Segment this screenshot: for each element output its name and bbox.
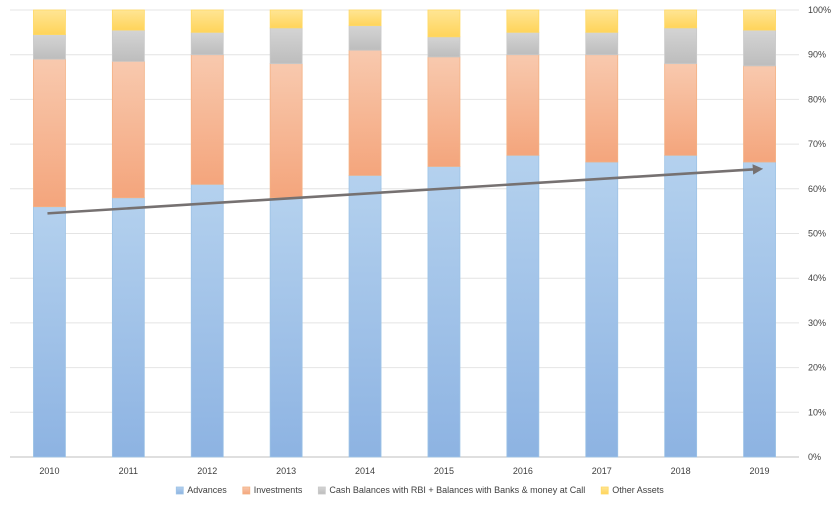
trend-arrow-line bbox=[47, 164, 764, 215]
y-tick-label: 50% bbox=[808, 229, 826, 239]
x-tick-label: 2018 bbox=[671, 466, 691, 476]
bar-cash-balances-with-rbi-balances-with-banks-money-at-call-2012 bbox=[190, 31, 224, 56]
bar-other-assets-2014 bbox=[348, 9, 382, 27]
bar-advances-2013 bbox=[269, 197, 303, 458]
legend-swatch bbox=[600, 486, 609, 495]
bar-investments-2013 bbox=[269, 63, 303, 199]
x-tick-label: 2010 bbox=[39, 466, 59, 476]
bar-other-assets-2018 bbox=[664, 9, 698, 29]
bar-other-assets-2011 bbox=[111, 9, 145, 31]
bar-other-assets-2013 bbox=[269, 9, 303, 29]
bar-cash-balances-with-rbi-balances-with-banks-money-at-call-2016 bbox=[506, 31, 540, 56]
x-tick-label: 2019 bbox=[750, 466, 770, 476]
bar-other-assets-2015 bbox=[427, 9, 461, 38]
y-tick-label: 60% bbox=[808, 184, 826, 194]
bar-investments-2012 bbox=[190, 54, 224, 185]
bar-advances-2016 bbox=[506, 154, 540, 458]
legend-item-other-assets: Other Assets bbox=[600, 485, 664, 495]
legend-swatch bbox=[175, 486, 184, 495]
y-tick-label: 80% bbox=[808, 94, 826, 104]
bar-cash-balances-with-rbi-balances-with-banks-money-at-call-2015 bbox=[427, 36, 461, 58]
legend-label: Other Assets bbox=[612, 485, 664, 495]
bar-cash-balances-with-rbi-balances-with-banks-money-at-call-2017 bbox=[585, 31, 619, 56]
y-tick-label: 20% bbox=[808, 363, 826, 373]
bar-advances-2011 bbox=[111, 197, 145, 458]
x-tick-label: 2016 bbox=[513, 466, 533, 476]
trend-arrow bbox=[47, 164, 764, 215]
y-tick-label: 0% bbox=[808, 452, 821, 462]
y-tick-label: 90% bbox=[808, 50, 826, 60]
bar-cash-balances-with-rbi-balances-with-banks-money-at-call-2019 bbox=[743, 29, 776, 67]
legend-item-advances: Advances bbox=[175, 485, 227, 495]
bar-investments-2015 bbox=[427, 56, 461, 167]
bar-investments-2019 bbox=[743, 65, 776, 163]
bar-cash-balances-with-rbi-balances-with-banks-money-at-call-2014 bbox=[348, 25, 382, 51]
x-tick-label: 2011 bbox=[119, 466, 138, 476]
bar-advances-2019 bbox=[743, 161, 776, 458]
bar-other-assets-2019 bbox=[743, 9, 776, 31]
bar-advances-2015 bbox=[427, 166, 461, 458]
legend-swatch bbox=[242, 486, 251, 495]
y-tick-label: 30% bbox=[808, 318, 826, 328]
y-axis-ticks: 0% 10% 20% 30% 40% 50% 60% 70% 80% 90% 100% bbox=[808, 5, 831, 462]
legend-label: Cash Balances with RBI + Balances with B… bbox=[329, 485, 585, 495]
bar-advances-2017 bbox=[585, 161, 619, 458]
x-tick-label: 2014 bbox=[355, 466, 375, 476]
y-tick-label: 10% bbox=[808, 407, 826, 417]
x-axis-ticks: 2010 2011 2012 2013 2014 2015 2016 2017 2018 2019 bbox=[39, 466, 769, 476]
y-tick-label: 100% bbox=[808, 5, 831, 15]
legend-swatch bbox=[317, 486, 326, 495]
x-tick-label: 2015 bbox=[434, 466, 454, 476]
bar-other-assets-2017 bbox=[585, 9, 619, 33]
y-tick-label: 70% bbox=[808, 139, 826, 149]
bar-investments-2014 bbox=[348, 49, 382, 176]
bar-investments-2018 bbox=[664, 63, 698, 156]
bar-cash-balances-with-rbi-balances-with-banks-money-at-call-2018 bbox=[664, 27, 698, 65]
x-tick-label: 2012 bbox=[197, 466, 217, 476]
bar-stacks bbox=[33, 9, 776, 458]
bar-cash-balances-with-rbi-balances-with-banks-money-at-call-2011 bbox=[111, 29, 145, 62]
bar-advances-2012 bbox=[190, 183, 224, 458]
x-tick-label: 2013 bbox=[276, 466, 296, 476]
legend-label: Investments bbox=[254, 485, 303, 495]
bar-advances-2010 bbox=[33, 206, 66, 458]
bar-investments-2010 bbox=[33, 58, 66, 208]
bar-other-assets-2012 bbox=[190, 9, 224, 33]
bar-investments-2011 bbox=[111, 61, 145, 199]
legend-item-cash-balances-with-rbi-balances-with-banks-money-at-call: Cash Balances with RBI + Balances with B… bbox=[317, 485, 585, 495]
bar-cash-balances-with-rbi-balances-with-banks-money-at-call-2013 bbox=[269, 27, 303, 65]
y-tick-label: 40% bbox=[808, 273, 826, 283]
bar-advances-2018 bbox=[664, 154, 698, 458]
legend-label: Advances bbox=[187, 485, 227, 495]
bar-other-assets-2010 bbox=[33, 9, 66, 35]
bar-other-assets-2016 bbox=[506, 9, 540, 33]
bar-advances-2014 bbox=[348, 174, 382, 458]
legend-item-investments: Investments bbox=[242, 485, 303, 495]
bar-cash-balances-with-rbi-balances-with-banks-money-at-call-2010 bbox=[33, 34, 66, 60]
x-tick-label: 2017 bbox=[592, 466, 612, 476]
bar-investments-2017 bbox=[585, 54, 619, 163]
bar-investments-2016 bbox=[506, 54, 540, 156]
legend: Advances Investments Cash Balances with RB… bbox=[175, 485, 664, 495]
